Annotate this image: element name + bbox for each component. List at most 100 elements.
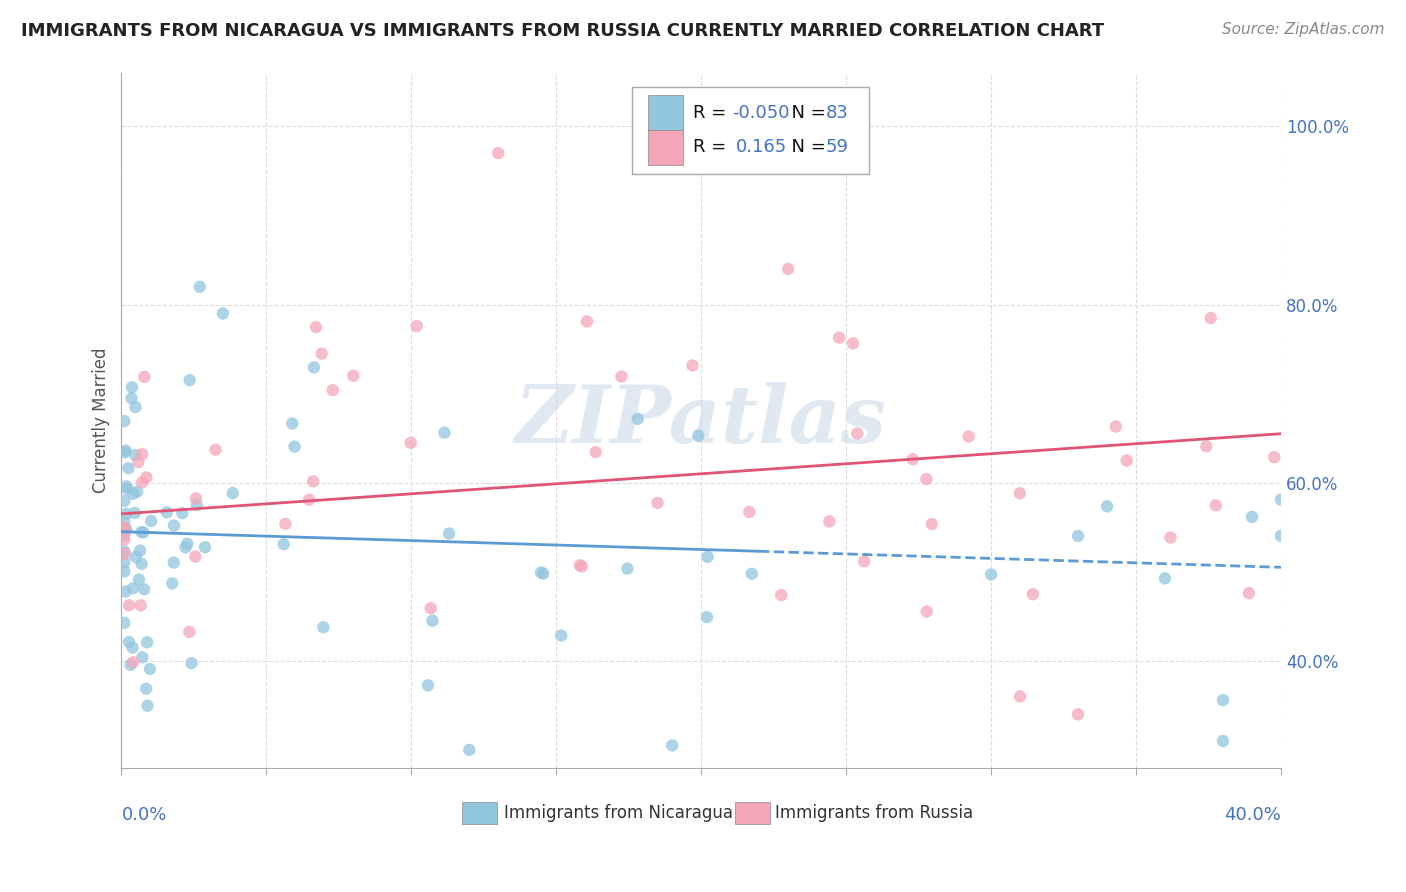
Point — [136, 698, 159, 713]
Text: Immigrants from Nicaragua: Immigrants from Nicaragua — [505, 804, 733, 822]
Point — [186, 498, 208, 512]
Point — [176, 537, 198, 551]
Point — [122, 581, 145, 595]
Point — [174, 541, 197, 555]
Y-axis label: Currently Married: Currently Married — [93, 348, 110, 493]
Point — [298, 492, 321, 507]
Point — [416, 678, 439, 692]
Point — [1160, 531, 1182, 545]
Point — [1010, 690, 1032, 704]
Point — [121, 391, 143, 405]
Point — [610, 369, 633, 384]
Point — [419, 601, 441, 615]
Point — [128, 573, 150, 587]
Point — [131, 475, 153, 490]
Point — [342, 368, 364, 383]
Point — [1237, 586, 1260, 600]
Point — [112, 533, 135, 547]
Point — [682, 359, 704, 373]
Point — [738, 505, 761, 519]
Point — [575, 314, 598, 328]
Point — [114, 445, 136, 459]
Text: ZIPatlas: ZIPatlas — [515, 382, 887, 459]
Point — [112, 524, 135, 538]
Point — [1022, 587, 1045, 601]
Text: -0.050: -0.050 — [733, 103, 790, 121]
Point — [530, 566, 553, 580]
Point — [273, 537, 295, 551]
Point — [921, 517, 943, 532]
Point — [115, 522, 138, 536]
Point — [132, 525, 155, 540]
Point — [305, 320, 328, 334]
Point — [1205, 499, 1227, 513]
Point — [1263, 450, 1285, 465]
Point — [1105, 419, 1128, 434]
Point — [1008, 486, 1031, 500]
Point — [585, 445, 607, 459]
Point — [122, 655, 145, 669]
Point — [1095, 500, 1118, 514]
Point — [121, 380, 143, 394]
Text: 59: 59 — [825, 138, 848, 156]
Point — [778, 261, 800, 276]
Point — [136, 635, 159, 649]
Point — [1212, 693, 1234, 707]
Point — [124, 506, 146, 520]
FancyBboxPatch shape — [631, 87, 869, 174]
Point — [399, 435, 422, 450]
Point — [131, 447, 153, 461]
Point — [980, 567, 1002, 582]
Point — [616, 561, 638, 575]
Point — [284, 440, 307, 454]
Point — [156, 505, 179, 519]
Point — [112, 615, 135, 630]
Point — [688, 428, 710, 442]
Point — [1270, 492, 1292, 507]
Text: 40.0%: 40.0% — [1225, 805, 1281, 824]
Point — [627, 412, 650, 426]
Point — [121, 640, 143, 655]
Point — [302, 475, 325, 489]
Point — [129, 599, 152, 613]
Point — [120, 657, 142, 672]
Point — [550, 629, 572, 643]
Point — [115, 479, 138, 493]
Point — [1270, 529, 1292, 543]
Point — [1154, 571, 1177, 585]
Point — [118, 599, 141, 613]
Point — [112, 544, 135, 558]
Point — [135, 681, 157, 696]
Point — [1240, 509, 1263, 524]
Point — [571, 559, 593, 574]
Point — [696, 549, 718, 564]
Point — [129, 543, 152, 558]
Text: 0.165: 0.165 — [735, 138, 787, 156]
Point — [281, 417, 304, 431]
Point — [486, 146, 509, 161]
Point — [139, 662, 162, 676]
Point — [184, 491, 207, 506]
Point — [131, 557, 153, 571]
Point — [1067, 529, 1090, 543]
Point — [160, 576, 183, 591]
Point — [770, 588, 793, 602]
Point — [842, 336, 865, 351]
Point — [194, 540, 217, 554]
Point — [112, 547, 135, 561]
Point — [433, 425, 456, 440]
Point — [302, 360, 325, 375]
Point — [322, 383, 344, 397]
Point — [188, 279, 211, 293]
Point — [1199, 310, 1222, 325]
Point — [112, 520, 135, 534]
Point — [117, 461, 139, 475]
Text: R =: R = — [693, 138, 733, 156]
Point — [127, 484, 149, 499]
Point — [661, 739, 683, 753]
Point — [222, 486, 245, 500]
Point — [458, 743, 481, 757]
Text: Immigrants from Russia: Immigrants from Russia — [776, 804, 973, 822]
Point — [405, 319, 427, 334]
Text: N =: N = — [780, 103, 831, 121]
